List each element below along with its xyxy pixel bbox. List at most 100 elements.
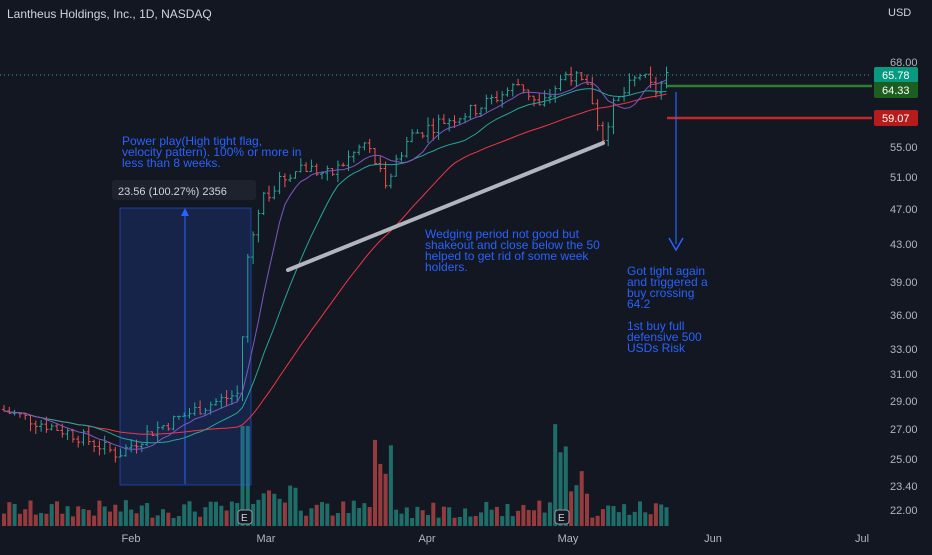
price-badge-bg (874, 110, 918, 126)
annotation-got-tight: Got tight again and triggered a buy crossi… (627, 264, 708, 311)
volume-bar (76, 506, 81, 526)
volume-bar (288, 485, 293, 526)
time-scale-label: Feb (122, 533, 141, 545)
volume-bars (2, 424, 669, 526)
volume-bar (12, 503, 17, 526)
volume-bar (447, 507, 452, 526)
volume-bar (484, 501, 489, 526)
volume-bar (362, 503, 367, 526)
volume-bar (155, 515, 160, 526)
volume-bar (590, 517, 595, 526)
ma-mid-line (3, 88, 667, 444)
volume-bar (452, 517, 457, 526)
volume-bar (229, 501, 234, 526)
time-scale-label: Jun (704, 533, 722, 545)
volume-bar (176, 516, 181, 526)
volume-bar (65, 506, 70, 526)
volume-bar (632, 511, 637, 526)
volume-bar (383, 473, 388, 526)
volume-bar (208, 501, 213, 526)
volume-bar (426, 514, 430, 526)
volume-bar (479, 512, 483, 526)
volume-bar (214, 501, 218, 526)
earnings-e-icon: E (241, 513, 248, 524)
volume-bar (659, 504, 664, 526)
volume-bar (203, 507, 208, 526)
time-scale-label: Jul (855, 533, 869, 545)
currency-label: USD (888, 7, 911, 19)
volume-bar (526, 510, 531, 526)
volume-bar (335, 513, 340, 526)
volume-bar (648, 514, 653, 526)
volume-bar (33, 514, 38, 526)
volume-bar (102, 506, 107, 526)
volume-bar (516, 510, 521, 526)
moving-averages (3, 79, 667, 450)
volume-bar (574, 485, 579, 526)
volume-bar (532, 510, 536, 526)
ma-slow-line (3, 93, 667, 435)
annotation-first-buy: 1st buy full defensive 500 USDs Risk (627, 319, 702, 355)
volume-bar (579, 471, 584, 526)
volume-bar (627, 514, 632, 526)
volume-bar (161, 509, 165, 526)
ma-fast-line (3, 79, 667, 450)
volume-bar (261, 493, 266, 526)
volume-bar (7, 502, 12, 526)
volume-bar (256, 499, 261, 526)
measure-tool[interactable]: 23.56 (100.27%) 2356 (112, 180, 256, 486)
earnings-marker[interactable]: E (554, 509, 570, 525)
volume-bar (399, 513, 404, 526)
volume-bar (510, 516, 515, 526)
volume-bar (86, 510, 91, 526)
volume-bar (457, 516, 462, 526)
volume-bar (415, 506, 420, 526)
volume-bar (219, 505, 224, 526)
price-scale-label: 29.00 (890, 396, 918, 408)
volume-bar (463, 508, 468, 526)
measure-label: 23.56 (100.27%) 2356 (118, 186, 227, 198)
volume-bar (431, 502, 436, 526)
volume-bar (606, 505, 611, 526)
volume-bar (553, 424, 558, 526)
volume-bar (267, 490, 271, 526)
time-scale[interactable]: Feb Mar Apr May Jun Jul (122, 533, 870, 545)
price-badge: 65.78 (882, 70, 910, 82)
volume-bar (410, 517, 415, 526)
price-scale-label: 36.00 (890, 310, 918, 322)
volume-bar (521, 504, 526, 526)
price-badge-bg (874, 67, 918, 83)
wedge-trendline[interactable] (286, 141, 605, 272)
volume-bar (150, 517, 155, 526)
volume-bar (39, 512, 44, 526)
volume-bar (145, 503, 150, 526)
volume-bar (622, 504, 627, 526)
volume-bar (325, 503, 330, 526)
measure-label-box (112, 180, 256, 200)
volume-bar (351, 500, 356, 526)
earnings-marker[interactable]: E (237, 509, 253, 525)
volume-bar (569, 491, 574, 526)
volume-bar (251, 503, 256, 526)
volume-bar (282, 502, 287, 526)
volume-bar (245, 426, 250, 526)
volume-bar (547, 502, 552, 526)
volume-bar (600, 509, 605, 526)
volume-bar (542, 512, 547, 526)
price-scale-label: 39.00 (890, 277, 918, 289)
down-arrow-head (668, 237, 684, 252)
price-scale-label: 25.00 (890, 454, 918, 466)
volume-bar (108, 511, 112, 526)
price-scale-label: 43.00 (890, 239, 918, 251)
volume-bar (404, 507, 409, 526)
price-badges: 65.78 64.33 59.07 (874, 67, 918, 126)
volume-bar (60, 513, 65, 526)
volume-bar (192, 511, 197, 526)
volume-bar (49, 504, 54, 526)
volume-bar (123, 500, 128, 526)
volume-bar (28, 500, 33, 526)
volume-bar (182, 504, 187, 526)
